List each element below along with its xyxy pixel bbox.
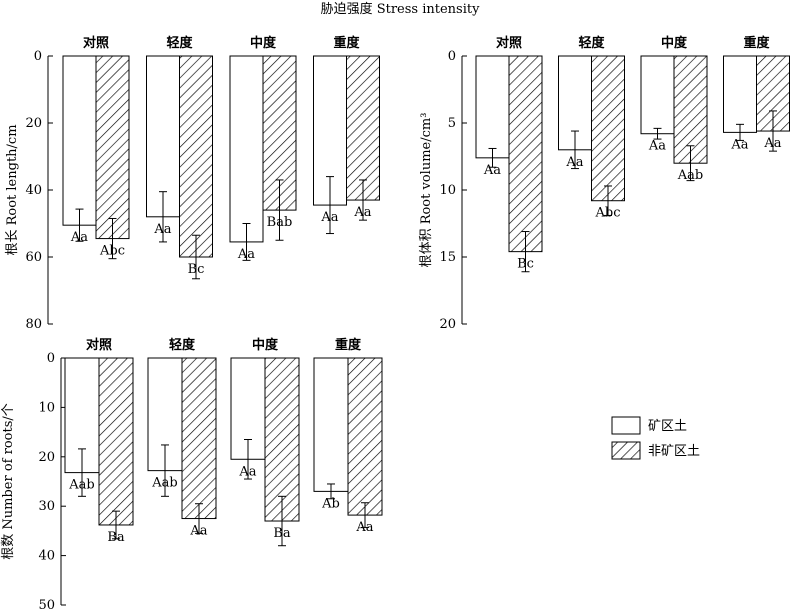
y-tick-label: 15 [439, 250, 456, 265]
significance-label: Ba [107, 530, 125, 545]
significance-label: Aa [189, 524, 207, 539]
y-tick-label: 0 [448, 49, 456, 64]
category-label: 对照 [83, 35, 109, 51]
y-tick-label: 0 [47, 351, 55, 366]
bar-mine [146, 55, 180, 218]
bar-mine [62, 55, 97, 226]
bar-nonmine [591, 55, 625, 202]
category-label: 中度 [661, 35, 688, 51]
bar-nonmine [508, 55, 543, 253]
significance-label: Aa [238, 464, 256, 479]
y-tick-label: 10 [439, 183, 456, 198]
y-tick-label: 40 [25, 183, 42, 198]
significance-label: Aa [320, 210, 338, 225]
significance-label: Abc [595, 206, 621, 221]
legend-label-mine: 矿区土 [648, 419, 687, 434]
significance-label: Aab [151, 476, 177, 491]
significance-label: Bc [517, 257, 534, 272]
y-tick-label: 0 [34, 49, 42, 64]
y-axis-label: 根数 Number of roots/个 [1, 403, 16, 559]
significance-label: Abc [99, 244, 125, 259]
bar-nonmine [179, 55, 213, 258]
bar-nonmine [95, 55, 130, 240]
legend-label-nonmine: 非矿区土 [648, 444, 700, 459]
significance-label: Aa [565, 155, 583, 170]
significance-label: Aab [677, 168, 703, 183]
legend: 矿区土 非矿区土 [611, 416, 700, 460]
bar-nonmine [347, 357, 383, 516]
category-label: 轻度 [169, 337, 196, 353]
significance-label: Bab [267, 215, 293, 230]
significance-label: Aa [237, 247, 255, 262]
bar-mine [229, 55, 264, 243]
bar-nonmine [98, 357, 134, 526]
significance-label: Ba [273, 526, 291, 541]
y-axis-label: 根长 Root length/cm [5, 124, 20, 255]
chart-panel-1: 0 20 40 60 80 根长 Root length/cm 对照 Aa Abc 轻度 Aa Bc 中… [5, 35, 380, 332]
y-tick-label: 20 [25, 116, 42, 131]
significance-label: Aa [763, 136, 781, 151]
legend-swatch-mine [611, 416, 641, 435]
significance-label: Ab [321, 496, 340, 511]
category-label: 重度 [335, 337, 362, 353]
y-tick-label: 60 [25, 250, 42, 265]
chart-panel-3: 0 10 20 30 40 50 根数 Number of roots/个 对照 Aab Ba 轻度… [1, 337, 383, 610]
bar-mine [640, 55, 675, 135]
category-label: 重度 [743, 35, 770, 51]
significance-label: Aa [730, 137, 748, 152]
significance-label: Aa [353, 205, 371, 220]
y-tick-label: 10 [38, 400, 55, 415]
category-label: 重度 [333, 35, 360, 51]
y-tick-label: 20 [439, 317, 456, 332]
category-label: 对照 [86, 337, 112, 353]
significance-label: Aa [70, 230, 88, 245]
significance-label: Bc [188, 262, 205, 277]
y-axis-label: 根体积 Root volume/cm³ [419, 113, 434, 268]
category-label: 中度 [250, 35, 277, 51]
significance-label: Aab [68, 478, 94, 493]
y-tick-label: 5 [448, 116, 456, 131]
chart-panel-2: 0 5 10 15 20 根体积 Root volume/cm³ 对照 Aa Bc 轻度 Aa Abc… [419, 35, 790, 332]
y-tick-label: 50 [38, 598, 55, 610]
y-tick-label: 80 [25, 317, 42, 332]
bar-nonmine [181, 357, 217, 520]
significance-label: Aa [483, 163, 501, 178]
category-label: 轻度 [166, 35, 193, 51]
bar-mine [313, 357, 349, 492]
bar-mine [475, 55, 510, 159]
bar-mine [723, 55, 757, 133]
y-tick-label: 30 [38, 499, 55, 514]
figure-title: 胁迫强度 Stress intensity [321, 1, 481, 17]
significance-label: Aa [355, 520, 373, 535]
category-label: 对照 [496, 35, 522, 51]
category-label: 中度 [252, 337, 279, 353]
bar-nonmine [346, 55, 380, 201]
significance-label: Aa [153, 222, 171, 237]
y-tick-label: 20 [38, 450, 55, 465]
legend-swatch-nonmine [611, 441, 641, 460]
bar-nonmine [264, 357, 300, 522]
y-tick-label: 40 [38, 549, 55, 564]
significance-label: Aa [648, 139, 666, 154]
category-label: 轻度 [578, 35, 605, 51]
